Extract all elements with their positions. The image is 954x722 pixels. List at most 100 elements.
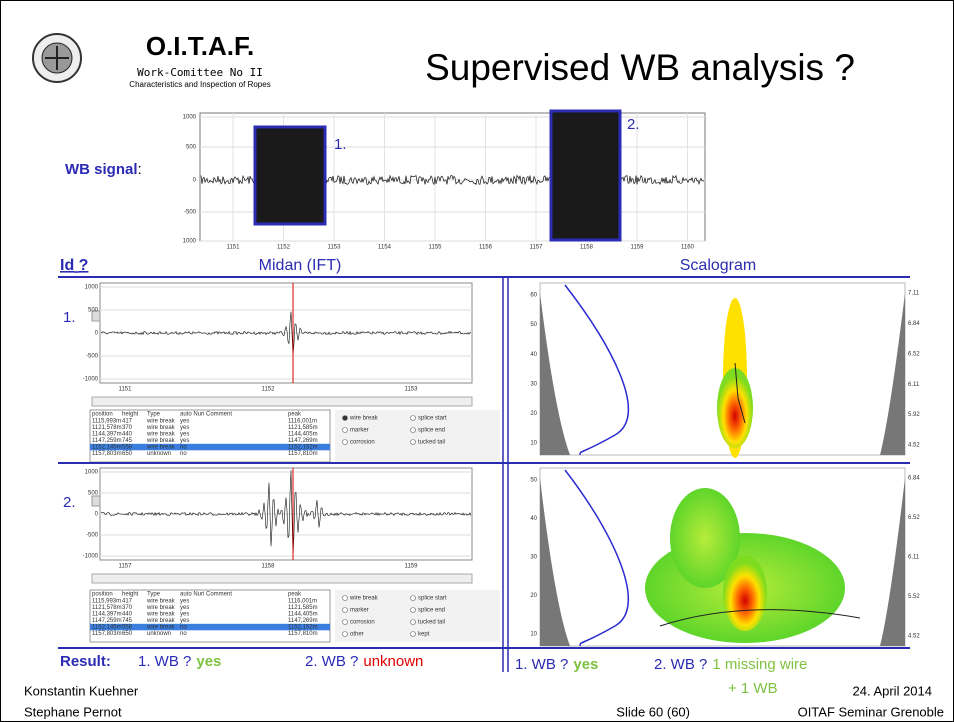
table-header: Type (147, 412, 161, 418)
table-cell: wire break (146, 605, 176, 611)
x-tick-label: 1157 (119, 564, 133, 570)
scrollbar (91, 573, 473, 584)
selected-row (90, 443, 330, 451)
table-cell: unknown (147, 631, 171, 637)
id-text: Id (60, 257, 74, 274)
x-tick-label: 1152 (277, 245, 291, 251)
table-cell: no (180, 631, 187, 637)
y-tick-label: 6.84 (908, 321, 920, 327)
y-tick-label: 50 (530, 322, 537, 328)
scalogram-header: Scalogram (680, 257, 756, 274)
y-tick-label: 10 (530, 441, 537, 447)
result-midan: Result: 1. WB ? yes 2. WB ? unknown (60, 653, 423, 670)
panel-marker: 2. (63, 494, 76, 511)
heat (717, 368, 753, 448)
panel-marker: 1. (63, 309, 76, 326)
y-tick-label: 20 (530, 593, 537, 599)
x-tick-label: 1154 (378, 245, 392, 251)
table-cell: 1152,145m (92, 445, 122, 451)
options-panel (335, 410, 500, 462)
y-tick-label: 6.84 (908, 476, 920, 482)
result-a: yes (573, 656, 598, 673)
radio (410, 415, 416, 421)
y-tick-label: 0 (95, 512, 99, 518)
table-header: peak (288, 592, 302, 598)
x-tick-label: 1159 (405, 564, 419, 570)
x-tick-label: 1155 (429, 245, 443, 251)
table-cell: 370 (122, 425, 133, 431)
option-label: wire break (349, 596, 379, 602)
table-cell: yes (180, 432, 189, 438)
table-cell: 1121,578m (92, 425, 122, 431)
y-tick-label: 6.11 (908, 382, 920, 388)
table-cell: yes (180, 618, 189, 624)
y-tick-label: 20 (530, 411, 537, 417)
signal (100, 470, 472, 559)
y-tick-label: 30 (530, 381, 537, 387)
result-a: yes (196, 653, 221, 670)
selected-row (90, 623, 330, 631)
option-label: marker (350, 608, 369, 614)
table-cell: 558 (122, 625, 133, 631)
table-cell: wire break (146, 438, 176, 444)
org-name: O.I.T.A.F. (146, 31, 254, 61)
marker-label: 2. (627, 116, 640, 133)
table-cell: yes (180, 605, 189, 611)
date: 24. April 2014 (852, 683, 932, 698)
y-tick-label: 60 (530, 293, 537, 299)
y-tick-label: -1000 (83, 377, 99, 383)
table-cell: 370 (122, 605, 133, 611)
highlight (253, 125, 327, 226)
table-cell: yes (180, 599, 189, 605)
table-cell: 1147,269m (288, 618, 318, 624)
x-tick-label: 1151 (227, 245, 241, 251)
panel: 2. 1000 500 0 -500 -1000 1157 1158 1159 position h… (63, 467, 920, 647)
panel: 1. 1000 500 0 -500 -1000 1151 1152 1153 position h… (63, 282, 920, 463)
wb-signal-plot: 1000 500 0 -500 1000 1151 1152 1153 1154 1155 1156… (183, 109, 706, 251)
scrollbar (91, 396, 473, 407)
y-tick-label: 500 (88, 308, 99, 314)
radio (410, 595, 416, 601)
y-tick-label: 1000 (183, 115, 197, 121)
y-tick-label: 50 (530, 478, 537, 484)
result-a: unknown (363, 653, 423, 670)
slide-title: Supervised WB analysis ? (425, 47, 855, 88)
radio (410, 439, 416, 445)
radio (342, 595, 348, 601)
table-cell: yes (180, 612, 189, 618)
table-cell: 1144,397m (92, 612, 122, 618)
y-tick-label: 5.52 (908, 594, 920, 600)
table-cell: 440 (122, 612, 133, 618)
table-cell: wire break (146, 625, 176, 631)
option-label: splice end (418, 428, 445, 434)
heat (723, 555, 767, 631)
x-tick-label: 1159 (631, 245, 645, 251)
heat (670, 488, 740, 588)
option-label: splice start (418, 416, 447, 422)
result-q: 2. WB ? (654, 656, 707, 673)
x-tick-label: 1158 (580, 245, 594, 251)
result-scalogram: 1. WB ? yes 2. WB ? 1 missing wire (515, 656, 807, 673)
y-tick-label: 10 (530, 632, 537, 638)
option-label: wire break (349, 416, 379, 422)
density (880, 478, 905, 646)
y-tick-label: 500 (186, 145, 197, 151)
table-cell: 1144,405m (288, 432, 318, 438)
y-tick-label: 1000 (85, 470, 99, 476)
result-a: 1 missing wire (712, 656, 807, 673)
table-cell: 1121,578m (92, 605, 122, 611)
option-label: corrosion (350, 440, 375, 446)
x-tick-label: 1151 (119, 387, 133, 393)
table-header: height (122, 592, 139, 598)
x-tick-label: 1158 (262, 564, 276, 570)
result-q: 1. WB ? (515, 656, 568, 673)
blue-curve (564, 284, 630, 456)
table-header: Type (147, 592, 161, 598)
density (540, 293, 570, 455)
x-tick-label: 1156 (479, 245, 493, 251)
table (89, 409, 331, 463)
density (880, 293, 905, 455)
radio (410, 607, 416, 613)
